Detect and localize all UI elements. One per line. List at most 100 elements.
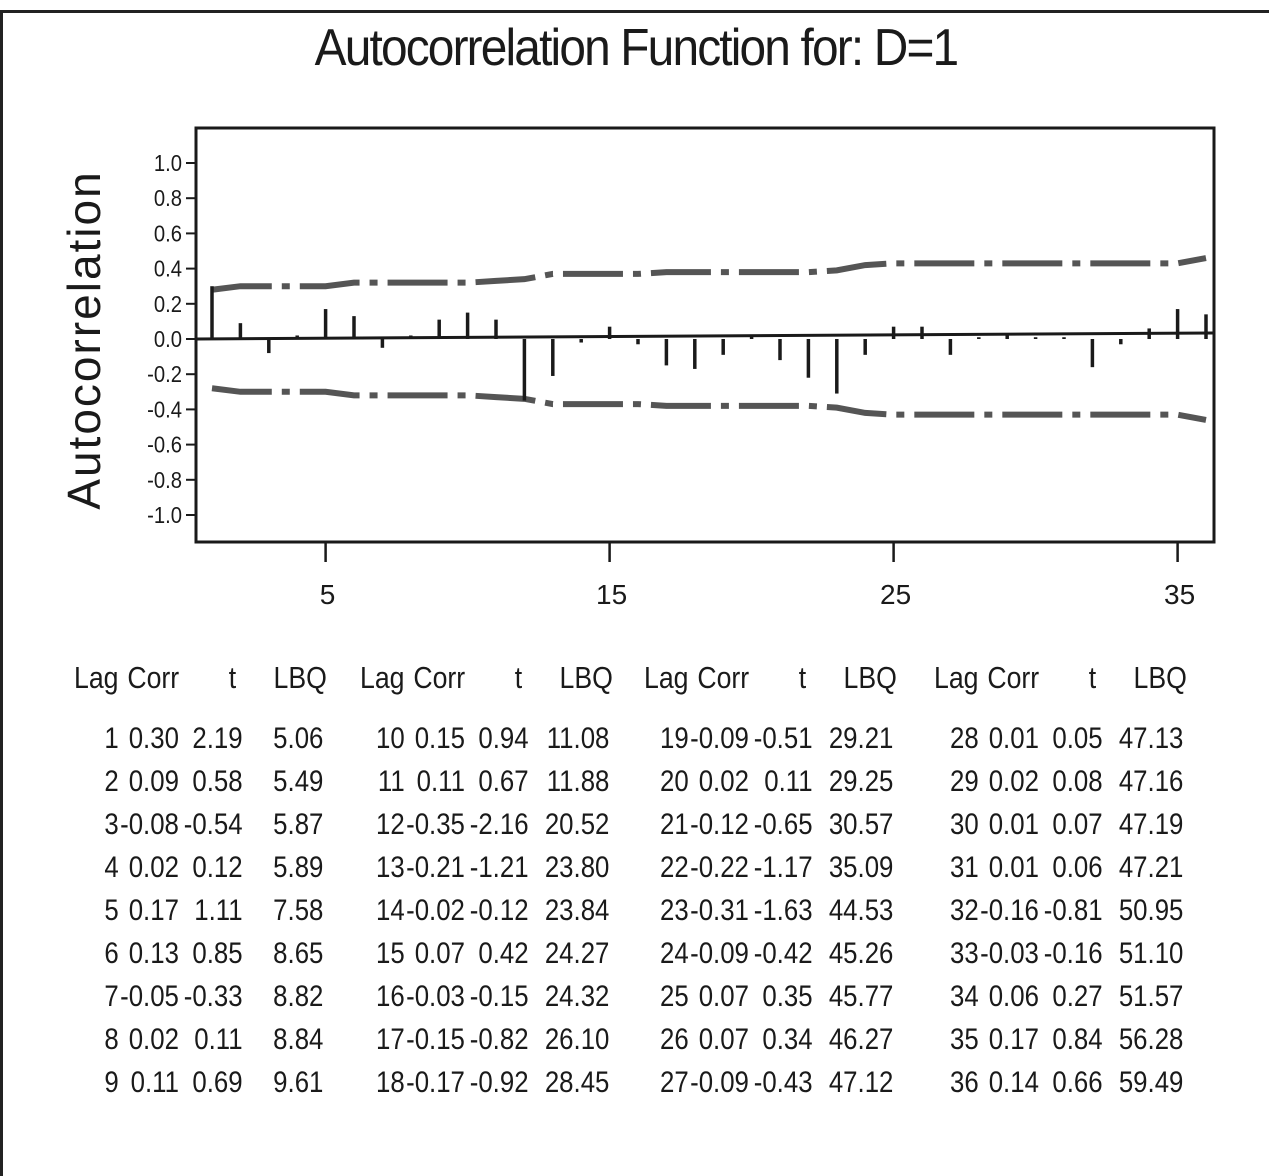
table-cell: 26.10 <box>544 1023 610 1056</box>
table-cell: 0.11 <box>416 765 465 798</box>
table-cell: 0.27 <box>1052 980 1103 1013</box>
header-cell: Corr <box>127 660 180 695</box>
table-cell: 36 <box>950 1066 979 1099</box>
table-cell: 0.17 <box>128 894 179 927</box>
table-cell: 2 <box>104 765 119 798</box>
table-cell: 0.02 <box>698 765 749 798</box>
table-cell: 0.11 <box>130 1066 179 1099</box>
table-cell: 0.08 <box>1052 765 1103 798</box>
table-cell: -2.16 <box>469 808 529 841</box>
header-cell: t <box>1088 660 1097 695</box>
plot-frame <box>194 126 1216 544</box>
header-cell: Lag <box>934 660 979 695</box>
table-cell: -0.42 <box>753 937 813 970</box>
table-cell: -1.21 <box>469 851 529 884</box>
table-cell: 0.07 <box>698 1023 749 1056</box>
table-cell: 9 <box>104 1066 119 1099</box>
upper-limit-line <box>211 255 1207 293</box>
table-cell: 56.28 <box>1118 1023 1184 1056</box>
table-cell: 0.07 <box>414 937 465 970</box>
table-cell: 0.42 <box>478 937 529 970</box>
table-cell: -0.16 <box>980 894 1039 927</box>
y-tick-label: -0.6 <box>147 431 182 458</box>
table-cell: 20 <box>660 765 689 798</box>
table-cell: 23.80 <box>544 851 610 884</box>
table-cell: 0.11 <box>194 1023 243 1056</box>
table-cell: 21 <box>660 808 689 841</box>
page-frame <box>0 10 1269 1176</box>
table-cell: 0.02 <box>988 765 1039 798</box>
table-cell: -0.16 <box>1043 937 1103 970</box>
table-cell: 5.06 <box>273 722 324 755</box>
lower-limit-line <box>211 385 1207 423</box>
x-tick-label: 5 <box>320 579 336 610</box>
table-cell: 28.45 <box>544 1066 610 1099</box>
table-cell: 32 <box>950 894 979 927</box>
table-cell: 24 <box>660 937 689 970</box>
table-cell: -0.02 <box>406 894 465 927</box>
table-cell: 4 <box>104 851 119 884</box>
table-cell: 8 <box>104 1023 119 1056</box>
table-cell: 0.85 <box>192 937 243 970</box>
table-cell: 0.06 <box>1052 851 1103 884</box>
table-cell: -0.65 <box>753 808 813 841</box>
table-cell: 5.87 <box>273 808 324 841</box>
x-tick-label: 25 <box>880 579 911 610</box>
table-cell: 1.11 <box>194 894 243 927</box>
table-cell: -0.09 <box>690 1066 749 1099</box>
table-cell: 5.89 <box>273 851 324 884</box>
table-cell: -0.82 <box>469 1023 529 1056</box>
table-cell: 11.08 <box>546 722 610 755</box>
table-cell: 0.07 <box>698 980 749 1013</box>
table-cell: 0.84 <box>1052 1023 1103 1056</box>
table-cell: 19 <box>660 722 689 755</box>
table-cell: 23.84 <box>544 894 610 927</box>
table-cell: -0.33 <box>183 980 243 1013</box>
table-cell: 0.07 <box>1052 808 1103 841</box>
y-tick-label: 0.2 <box>154 291 182 318</box>
header-cell: Corr <box>987 660 1040 695</box>
table-cell: -0.08 <box>120 808 179 841</box>
table-cell: 0.35 <box>762 980 813 1013</box>
table-cell: 29.21 <box>828 722 894 755</box>
table-cell: 9.61 <box>273 1066 324 1099</box>
header-cell: Lag <box>644 660 689 695</box>
x-tick-label: 15 <box>596 579 627 610</box>
table-cell: 0.09 <box>128 765 179 798</box>
table-cell: 5 <box>104 894 119 927</box>
table-cell: 25 <box>660 980 689 1013</box>
table-cell: -0.12 <box>469 894 529 927</box>
table-cell: 30.57 <box>828 808 894 841</box>
table-cell: 0.05 <box>1052 722 1103 755</box>
table-cell: -0.09 <box>690 722 749 755</box>
table-cell: 0.30 <box>128 722 179 755</box>
table-cell: 0.58 <box>192 765 243 798</box>
header-cell: Corr <box>697 660 750 695</box>
y-tick-label: 0.4 <box>154 255 182 282</box>
table-cell: 31 <box>950 851 979 884</box>
table-cell: 22 <box>660 851 689 884</box>
table-cell: 34 <box>950 980 979 1013</box>
y-tick-label: 0.8 <box>154 185 182 212</box>
y-tick-label: 1.0 <box>154 150 182 177</box>
table-cell: -0.92 <box>469 1066 529 1099</box>
table-cell: 13 <box>376 851 405 884</box>
table-cell: 0.14 <box>988 1066 1039 1099</box>
table-cell: 46.27 <box>828 1023 894 1056</box>
header-cell: LBQ <box>273 660 327 695</box>
table-cell: 2.19 <box>192 722 243 755</box>
table-cell: 0.01 <box>988 808 1039 841</box>
table-cell: 0.01 <box>988 851 1039 884</box>
table-cell: 27 <box>660 1066 689 1099</box>
table-cell: -0.17 <box>406 1066 465 1099</box>
table-cell: -0.31 <box>690 894 749 927</box>
table-cell: 28 <box>950 722 979 755</box>
acf-bars <box>210 286 1208 401</box>
confidence-limits <box>211 255 1207 423</box>
table-cell: 0.67 <box>478 765 529 798</box>
table-cell: 47.16 <box>1118 765 1184 798</box>
table-cell: 15 <box>376 937 405 970</box>
table-cell: -0.09 <box>690 937 749 970</box>
table-cell: 0.06 <box>988 980 1039 1013</box>
table-cell: 11.88 <box>546 765 610 798</box>
